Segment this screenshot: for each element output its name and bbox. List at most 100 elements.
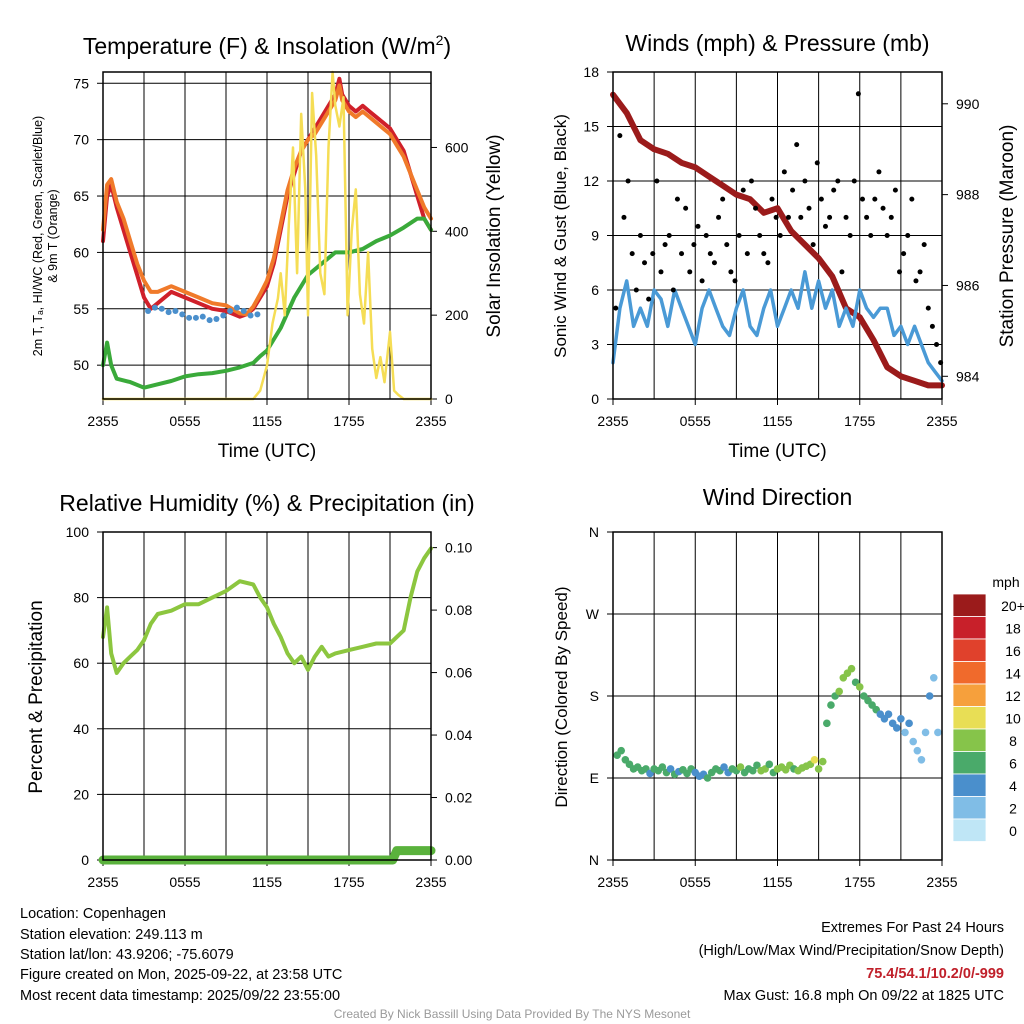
temp-xtick-label: 2355 [87,413,118,429]
wind-direction-point [827,701,835,709]
wdir-xtick-label: 2355 [926,874,957,890]
winds-ytick-label-left: 18 [583,64,599,80]
temp-ytick-label-right: 200 [445,307,469,323]
winds-series-gust-point [814,160,820,166]
colorbar-label: 4 [1009,778,1017,794]
wind-direction-point [835,687,843,696]
rh-xtick-label: 2355 [87,874,118,890]
winds-series-gust-point [699,278,705,284]
winds-series-gust-point [781,169,787,175]
temp-series-hi-wc-point [233,304,240,311]
winds-series-gust-point [818,196,824,202]
winds-series-gust-point [831,187,837,193]
winds-series-gust-point [761,251,767,257]
rh-xtick-label: 1755 [333,874,364,890]
rh-ytick-label-left: 0 [81,852,89,868]
temp-series-hi-wc-point [186,314,193,321]
wind-direction-point [658,763,667,771]
colorbar-label: 10 [1005,711,1021,727]
winds-ytick-label-left: 9 [591,228,599,244]
extremes-title: Extremes For Past 24 Hours [821,920,1004,936]
colorbar-label: 16 [1005,643,1021,659]
rh-ylabel-left: Percent & Precipitation [26,600,47,793]
winds-ytick-label-left: 0 [591,391,599,407]
wind-direction-point [810,755,819,764]
winds-ytick-label-right: 984 [956,368,980,384]
winds-series-gust-point [724,242,730,248]
wind-direction-point [736,763,745,771]
winds-series-gust-point [785,214,791,220]
winds-series-gust-point [765,260,771,266]
colorbar-label: 12 [1005,688,1021,704]
winds-series-gust-point [646,296,652,302]
temp-xlabel: Time (UTC) [218,441,317,462]
wind-direction-point [823,719,831,728]
winds-series-gust-point [859,196,865,202]
wind-direction-point [901,728,909,737]
temp-series-hi-wc-point [172,308,179,315]
winds-series-gust-point [843,214,849,220]
winds-series-gust-point [872,196,878,202]
temp-xtick-label: 1755 [333,413,364,429]
extremes-subtitle: (High/Low/Max Wind/Precipitation/Snow De… [698,943,1004,959]
rh-series-rh-line [101,546,433,675]
rh-ytick-label-right: 0.06 [445,665,472,681]
colorbar-label: 6 [1009,756,1017,772]
wind-direction-point [617,746,626,755]
winds-series-gust-point [798,214,804,220]
wind-direction-point [917,755,926,764]
colorbar-label: 2 [1009,801,1017,817]
temp-series-dewpoint-line [101,216,433,390]
winds-series-gust-point [839,269,845,275]
wind-direction-point [703,774,712,782]
winds-series-gust-point [880,205,886,211]
rh-ytick-label-left: 20 [73,786,89,802]
temp-ytick-label-left: 70 [73,132,89,148]
winds-series-gust-point [790,187,796,193]
temp-ytick-label-right: 400 [445,223,469,239]
temp-ytick-label-left: 50 [73,357,89,373]
winds-series-sonic-wind-line [611,270,944,383]
winds-series-gust-point [703,233,709,238]
winds-series-gust-point [851,178,857,184]
colorbar-label: 8 [1009,733,1017,749]
colorbar-swatch [952,661,987,685]
winds-series-gust-point [670,287,676,293]
rh-ytick-label-left: 80 [73,590,89,606]
temp-xtick-label: 1155 [252,413,282,429]
wind-direction-point [913,746,922,755]
wind-direction-point [666,765,675,773]
colorbar-swatch [952,818,987,842]
temp-ytick-label-left: 75 [73,75,89,91]
extremes-values: 75.4/54.1/10.2/0/-999 [866,966,1004,982]
wind-direction-point [818,757,827,766]
winds-series-gust-point [691,242,697,248]
winds-series-gust-point [777,233,783,238]
colorbar-swatch [952,773,987,797]
winds-series-gust-point [876,169,882,175]
location-text: Location: Copenhagen [20,906,166,922]
winds-series-gust-point [827,214,833,220]
rh-ytick-label-left: 60 [73,655,89,671]
winds-xtick-label: 1755 [844,413,875,429]
temp-series-hi-wc-point [227,308,234,315]
wdir-ytick-label-left: W [586,606,600,622]
rh-ytick-label-left: 100 [66,524,90,540]
rh-xtick-label: 2355 [415,874,446,890]
winds-series-gust-point [810,242,816,248]
temp-series-hi-wc-point [158,305,165,312]
wdir-ytick-label-left: N [589,524,599,540]
winds-series-gust-point [921,242,927,248]
colorbar-swatch [952,683,987,707]
wind-direction-point [749,766,757,775]
wind-direction-point [720,763,728,771]
winds-plot-frame [612,71,943,400]
rh-ytick-label-right: 0.00 [445,852,472,868]
winds-xtick-label: 2355 [597,413,628,429]
colorbar-label: 18 [1005,621,1021,637]
winds-series-gust-point [925,305,931,311]
temp-xtick-label: 2355 [415,413,446,429]
winds-series-gust-point [728,269,734,275]
colorbar-swatch [952,593,987,617]
